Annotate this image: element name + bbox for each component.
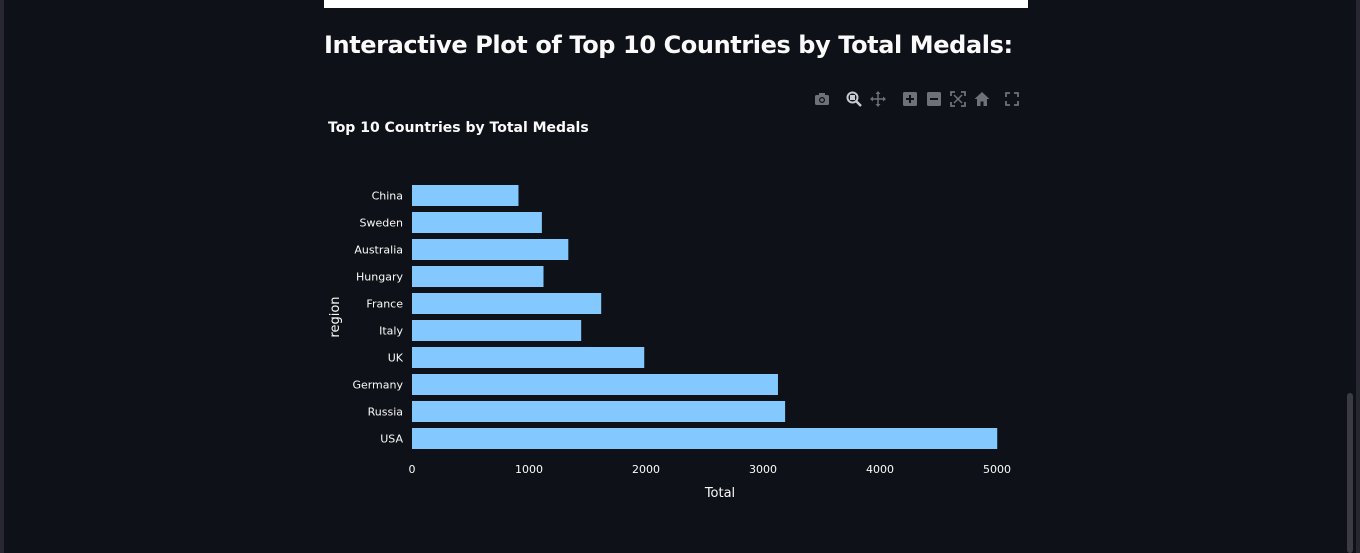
y-tick-label: Russia	[368, 406, 403, 419]
autoscale-icon[interactable]	[949, 90, 967, 108]
previous-element-bottom-edge	[324, 0, 1028, 8]
page-heading: Interactive Plot of Top 10 Countries by …	[324, 31, 1013, 59]
window-left-border	[0, 0, 4, 553]
y-tick-label: Australia	[354, 244, 403, 257]
camera-icon[interactable]	[813, 90, 831, 108]
y-tick-label: USA	[380, 433, 403, 446]
scrollbar-thumb[interactable]	[1347, 393, 1353, 553]
window-right-border	[1356, 0, 1360, 553]
y-axis-title: region	[328, 296, 343, 337]
pan-icon[interactable]	[869, 90, 887, 108]
bar-usa[interactable]	[412, 428, 998, 449]
zoom-icon[interactable]	[845, 90, 863, 108]
y-tick-label: France	[366, 298, 403, 311]
zoom-out-icon[interactable]	[925, 90, 943, 108]
bar-russia[interactable]	[412, 401, 786, 422]
bar-hungary[interactable]	[412, 266, 544, 287]
y-tick-label: Sweden	[360, 217, 403, 230]
zoom-in-icon[interactable]	[901, 90, 919, 108]
x-tick-label: 4000	[866, 463, 894, 476]
bar-germany[interactable]	[412, 374, 778, 395]
bar-chart[interactable]: Top 10 Countries by Total Medals USA Russ…	[324, 110, 1028, 510]
chart-title: Top 10 Countries by Total Medals	[328, 120, 589, 136]
x-tick-labels: 0 1000 2000 3000 4000 5000	[409, 463, 1012, 476]
bar-sweden[interactable]	[412, 212, 542, 233]
bar-china[interactable]	[412, 185, 519, 206]
bar-italy[interactable]	[412, 320, 582, 341]
bar-france[interactable]	[412, 293, 602, 314]
x-tick-label: 3000	[749, 463, 777, 476]
x-tick-label: 1000	[515, 463, 543, 476]
x-tick-label: 2000	[632, 463, 660, 476]
x-tick-label: 5000	[983, 463, 1011, 476]
bar-australia[interactable]	[412, 239, 569, 260]
bar-uk[interactable]	[412, 347, 645, 368]
y-tick-label: China	[372, 190, 403, 203]
y-tick-label: Italy	[379, 325, 403, 338]
bars-group	[412, 185, 998, 449]
y-tick-label: UK	[388, 352, 404, 365]
x-axis-title: Total	[704, 486, 735, 501]
fullscreen-icon[interactable]	[1003, 90, 1021, 108]
reset-axes-icon[interactable]	[973, 90, 991, 108]
y-tick-labels: USA Russia Germany UK Italy France Hungary Aust…	[352, 190, 403, 446]
y-tick-label: Germany	[352, 379, 403, 392]
y-tick-label: Hungary	[356, 271, 403, 284]
x-tick-label: 0	[409, 463, 416, 476]
plot-modebar	[810, 90, 1025, 110]
